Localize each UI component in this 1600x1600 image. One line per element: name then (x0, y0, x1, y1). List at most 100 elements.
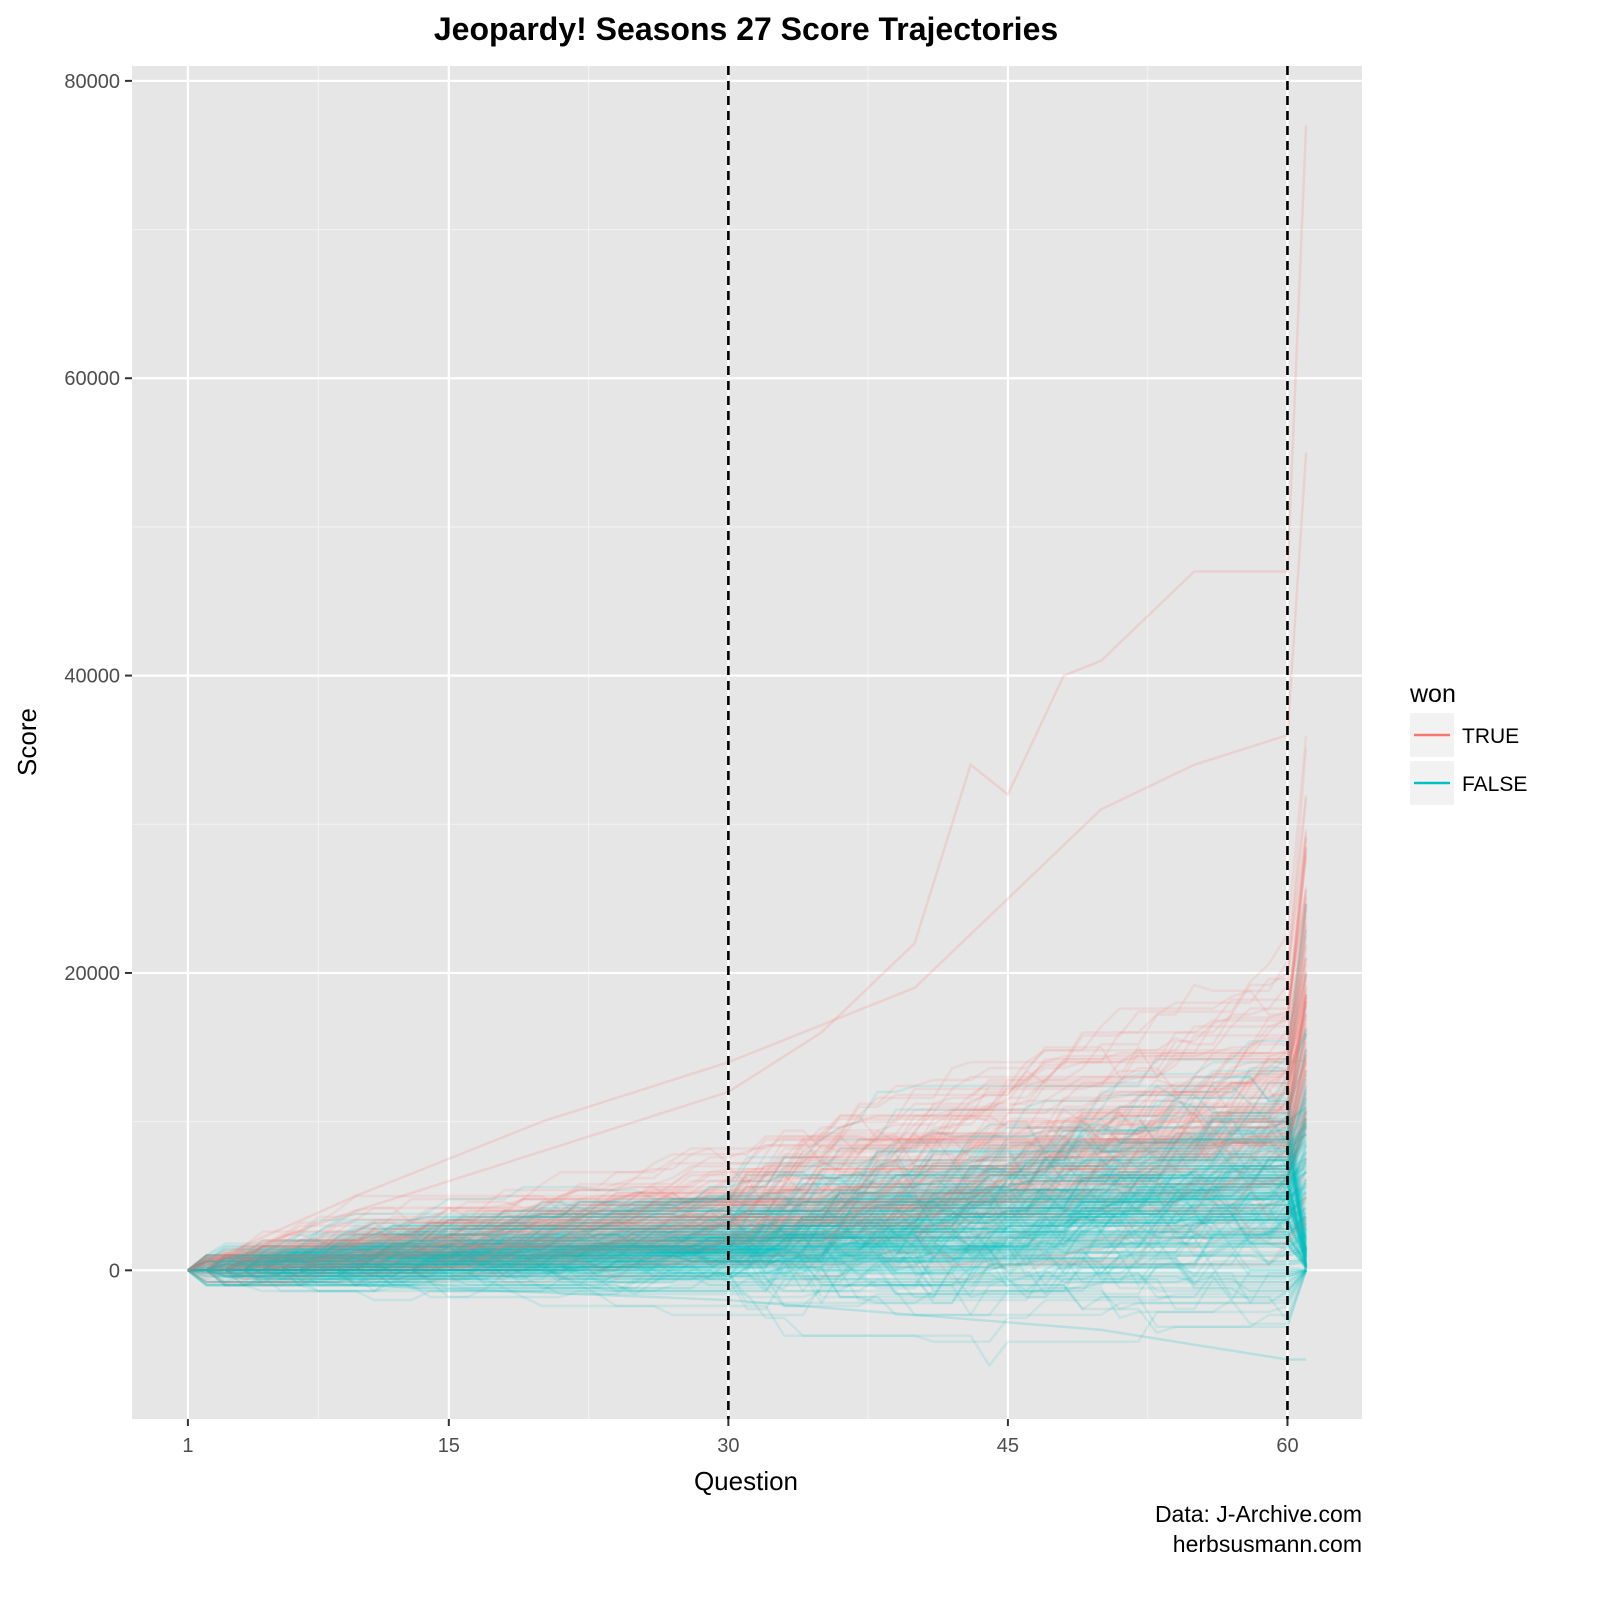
trajectory-false (187, 1105, 1308, 1272)
trajectory-false (187, 1191, 1308, 1272)
trajectory-true (187, 747, 1308, 1287)
trajectory-true (187, 836, 1308, 1272)
trajectory-true (187, 1022, 1308, 1272)
trajectory-true (187, 888, 1308, 1272)
trajectory-false (187, 1157, 1307, 1272)
trajectory-true (187, 984, 1308, 1272)
trajectory-true (187, 1046, 1308, 1272)
trajectory-false (187, 1145, 1307, 1272)
trajectory-true (187, 1001, 1308, 1272)
trajectory-true (187, 974, 1308, 1272)
trajectory-false (187, 1098, 1308, 1278)
trajectory-true (187, 1157, 1308, 1275)
trajectory-false (187, 1085, 1308, 1272)
trajectory-true (187, 1001, 1308, 1272)
trajectory-false (187, 1172, 1308, 1287)
trajectory-true (187, 1062, 1308, 1272)
trajectory-false (187, 1141, 1308, 1278)
trajectory-true (187, 797, 1308, 1275)
trajectory-false (187, 1188, 1307, 1272)
trajectory-true (187, 1035, 1308, 1284)
trajectory-true (187, 1128, 1308, 1272)
reference-lines (727, 66, 1289, 1419)
trajectory-false (187, 1226, 1307, 1284)
x-axis-title: Question (694, 1466, 798, 1496)
trajectory-false (187, 1179, 1308, 1299)
trajectory-false (187, 1122, 1308, 1272)
trajectory-true (187, 1028, 1308, 1272)
chart-title: Jeopardy! Seasons 27 Score Trajectories (434, 11, 1058, 47)
trajectory-true (187, 1217, 1308, 1272)
trajectory-false (187, 1171, 1308, 1272)
plot-background (132, 66, 1362, 1419)
trajectory-true (187, 1074, 1308, 1272)
trajectory-false (187, 1248, 1307, 1305)
trajectory-false (187, 1144, 1308, 1281)
trajectory-false (187, 903, 1308, 1281)
trajectory-false (187, 1165, 1308, 1278)
trajectory-false (187, 1253, 1307, 1317)
trajectory-false (187, 1144, 1308, 1278)
trajectory-highlight (187, 452, 1308, 1272)
trajectory-false (187, 1266, 1308, 1368)
y-tick-label: 0 (109, 1260, 120, 1282)
trajectory-false (187, 1125, 1308, 1296)
trajectory-false (187, 1197, 1308, 1272)
trajectory-true (187, 1014, 1308, 1287)
trajectory-true (187, 1074, 1308, 1272)
trajectory-false (187, 1117, 1308, 1272)
x-tick-label: 1 (182, 1435, 193, 1457)
trajectory-false (187, 1081, 1308, 1272)
trajectory-false (187, 1174, 1308, 1278)
trajectory-false (187, 1197, 1308, 1272)
trajectory-true (187, 1158, 1307, 1272)
trajectory-true (187, 896, 1308, 1272)
trajectory-true (187, 1054, 1308, 1272)
trajectory-false (187, 1158, 1308, 1275)
trajectory-false (187, 1099, 1308, 1287)
trajectory-true (187, 994, 1308, 1272)
trajectory-false (187, 1106, 1308, 1272)
trajectory-false (187, 1169, 1308, 1272)
trajectory-false (187, 1239, 1307, 1290)
trajectory-false (187, 1131, 1308, 1272)
trajectory-false (187, 1195, 1307, 1272)
trajectory-false (187, 1197, 1307, 1278)
trajectory-false (187, 1236, 1308, 1328)
trajectory-true (187, 909, 1308, 1272)
trajectory-false (187, 1227, 1307, 1272)
trajectory-false (187, 1178, 1308, 1272)
trajectory-false (187, 1223, 1307, 1284)
trajectory-true (187, 979, 1308, 1272)
trajectory-false (187, 1084, 1308, 1272)
trajectory-false (187, 1138, 1308, 1272)
trajectory-false (187, 1133, 1307, 1272)
trajectory-false (187, 1185, 1308, 1272)
trajectory-true (187, 1116, 1308, 1284)
trajectory-true (187, 1041, 1308, 1272)
trajectory-false (187, 1167, 1308, 1272)
y-axis-title: Score (12, 708, 42, 776)
trajectory-false (187, 1218, 1308, 1272)
trajectory-false (187, 1112, 1308, 1272)
trajectory-false (187, 1161, 1308, 1272)
trajectory-false (187, 1106, 1307, 1272)
trajectory-true (187, 1110, 1308, 1281)
trajectory-true (187, 1215, 1307, 1281)
grid-minor (132, 66, 1362, 1419)
trajectory-false (187, 1194, 1308, 1272)
trajectory-false (187, 1105, 1307, 1275)
trajectory-false (187, 1185, 1308, 1272)
trajectory-false (187, 1165, 1308, 1275)
trajectory-false (187, 1153, 1307, 1287)
trajectory-false (187, 1137, 1308, 1272)
tick-labels: 1 15 30 45 60 0 20000 40000 60000 80000 (64, 71, 1298, 1457)
trajectory-false (187, 1251, 1307, 1290)
trajectory-false (187, 1176, 1308, 1281)
trajectory-false (187, 1133, 1308, 1272)
trajectory-false (187, 1070, 1308, 1272)
trajectory-true (187, 1054, 1308, 1284)
trajectory-false (187, 1121, 1308, 1272)
trajectory-false (187, 1165, 1308, 1272)
trajectory-false (187, 1199, 1308, 1272)
